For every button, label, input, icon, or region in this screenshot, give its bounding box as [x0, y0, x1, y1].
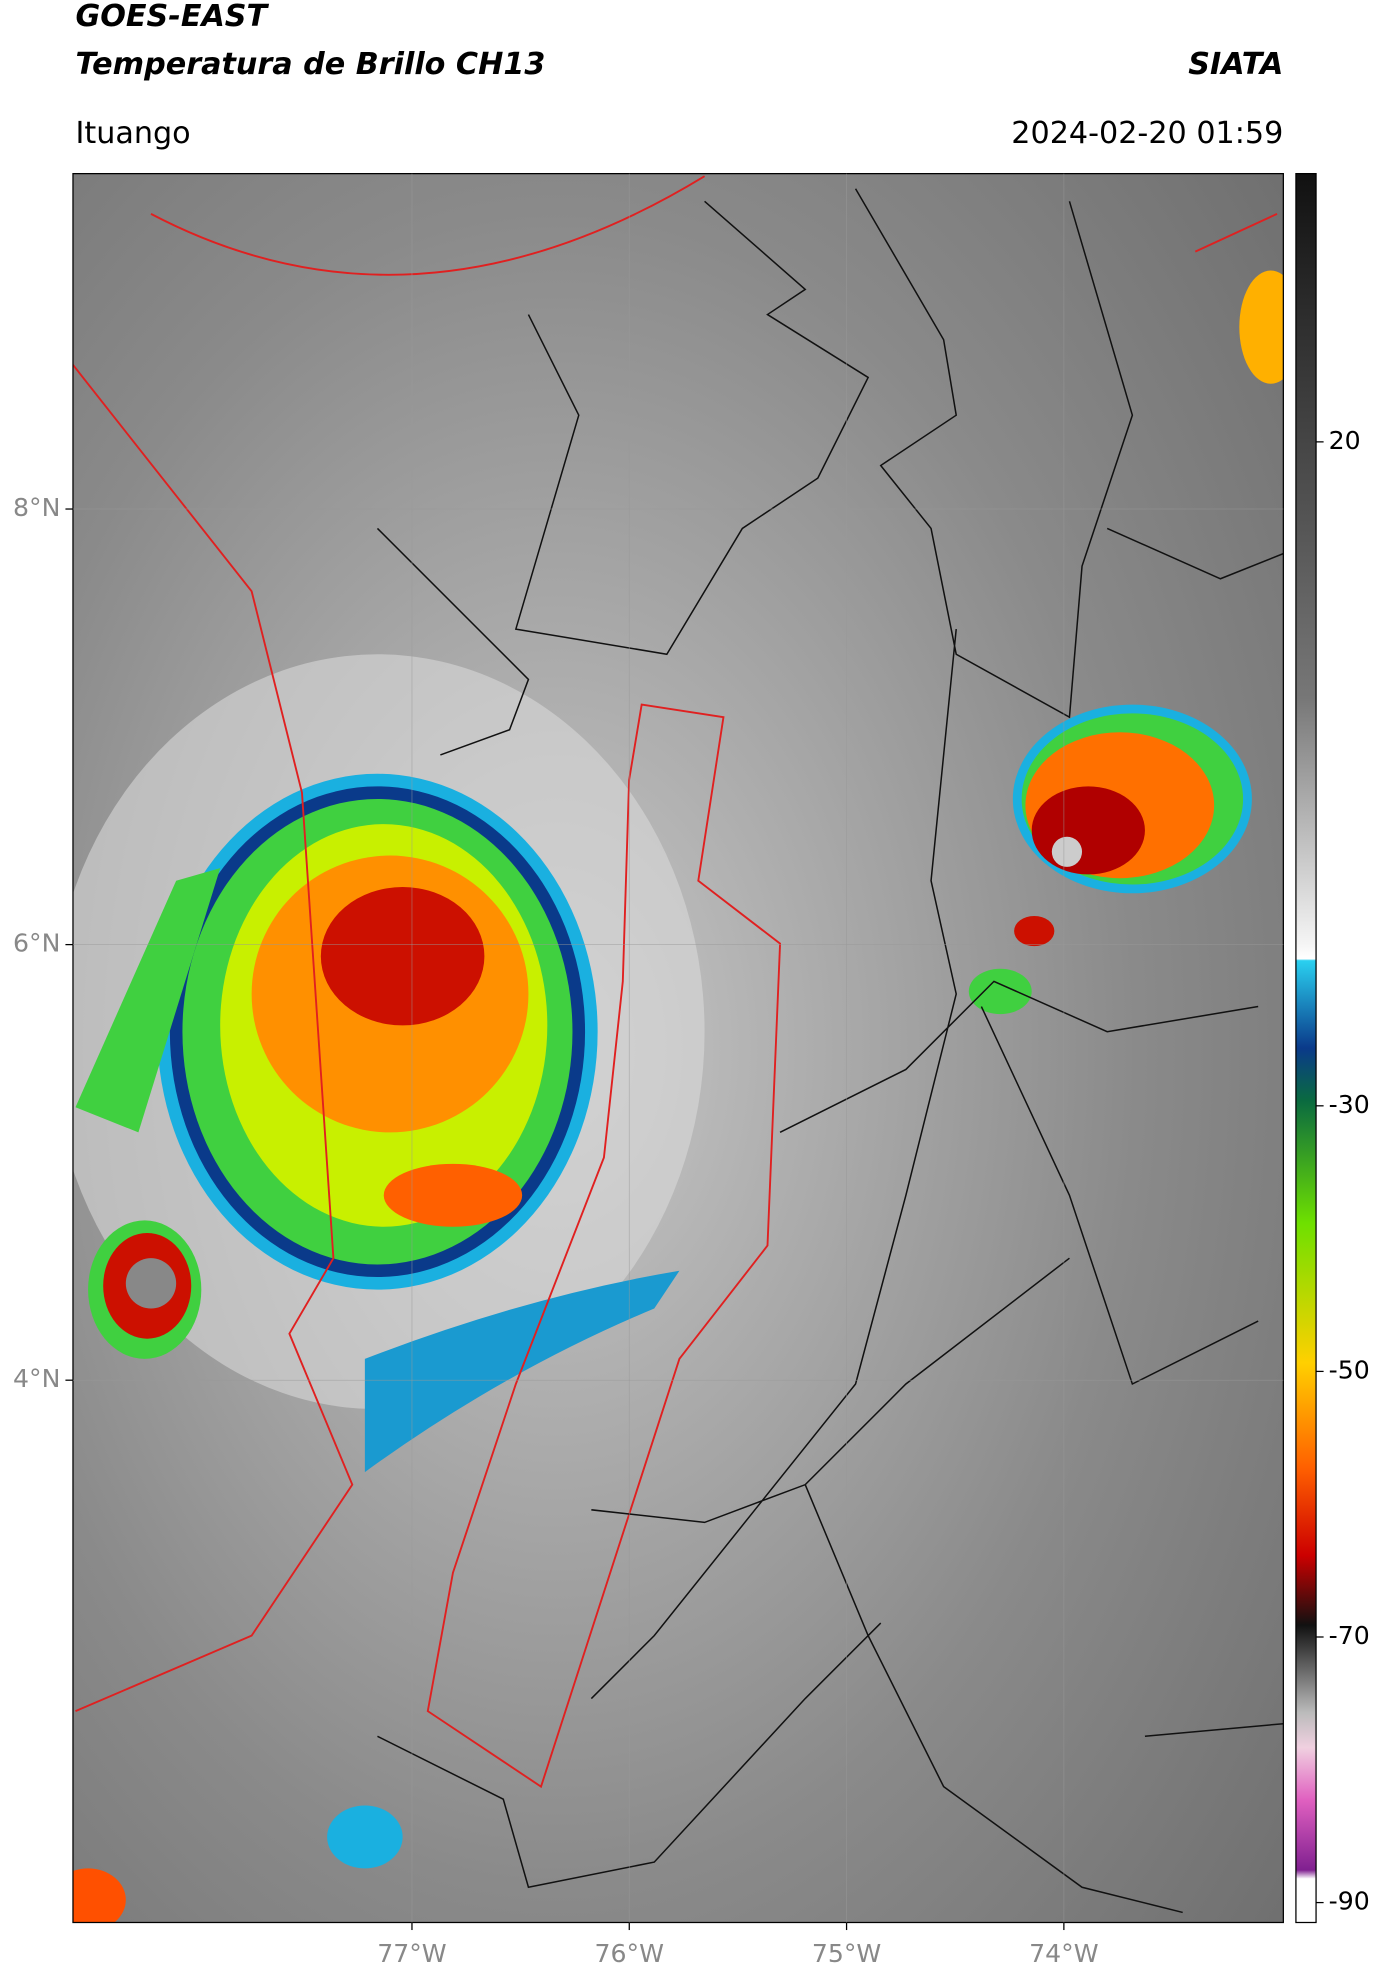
subtitle: Temperatura de Brillo CH13 — [75, 47, 545, 82]
y-tick-label: 6°N — [13, 929, 60, 958]
x-tick-label: 74°W — [1029, 1939, 1099, 1968]
y-tick-label: 4°N — [13, 1364, 60, 1393]
title: GOES-EAST — [75, 0, 269, 34]
colorbar-tick-label: 20 — [1329, 426, 1361, 455]
x-tick-label: 75°W — [812, 1939, 882, 1968]
map-frame — [72, 172, 1284, 1924]
imagery — [72, 173, 1284, 1923]
source: SIATA — [1188, 47, 1283, 82]
x-tick-label: 77°W — [377, 1939, 447, 1968]
datetime: 2024-02-20 01:59 — [1011, 116, 1283, 151]
location: Ituango — [75, 116, 190, 151]
colorbar-tick-label: -90 — [1329, 1887, 1370, 1916]
colorbar — [1295, 172, 1317, 1924]
colorbar-tick-label: -70 — [1329, 1621, 1370, 1650]
y-tick-label: 8°N — [13, 493, 60, 522]
x-tick-label: 76°W — [595, 1939, 665, 1968]
colorbar-tick-label: -30 — [1329, 1090, 1370, 1119]
colorbar-tick-label: -50 — [1329, 1355, 1370, 1384]
